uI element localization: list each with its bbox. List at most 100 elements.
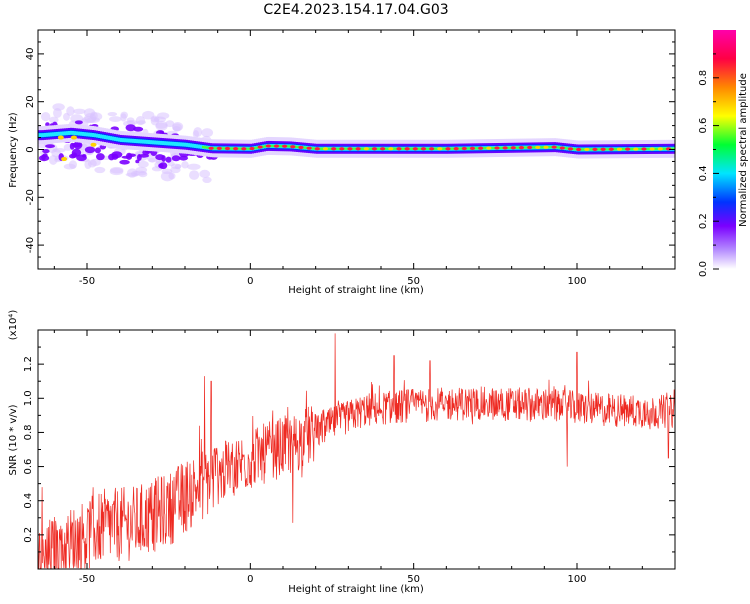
band-inner [96,133,99,138]
band-core [214,147,217,150]
y-tick-label: 0.2 [23,527,34,543]
band-inner [154,140,157,145]
band-peak [641,147,647,151]
band-core [564,146,567,150]
band-inner [126,138,129,143]
band-inner [58,131,61,136]
band-inner [44,132,47,137]
y-tick-label: 40 [25,48,36,61]
spectral-halo [109,116,122,122]
band-inner [178,142,181,147]
band-inner [42,133,45,138]
y-tick-label: 0.6 [23,459,34,475]
band-peak [551,145,557,149]
band-core [352,147,355,150]
spectrogram-x-ticks: -50 0 50 100 [53,30,676,287]
spectral-halo [130,170,140,177]
band-inner [166,141,169,146]
band-core [402,147,405,150]
band-inner [196,144,199,149]
x-tick-label: -50 [79,574,95,585]
band-inner [108,135,111,140]
band-peak [388,147,394,151]
spectral-blob [74,120,83,125]
colorbar-tick-label: 0.6 [698,118,709,134]
y-tick-label: 0.4 [23,493,34,509]
band-peak [429,147,435,151]
band-inner [38,133,41,138]
band-peak [90,142,97,147]
band-inner [104,135,107,140]
colorbar-tick-label: 0.8 [698,70,709,86]
band-peak [494,146,500,150]
band-inner [78,131,81,136]
band-core [468,147,471,150]
band-core [476,147,479,150]
band-inner [132,138,135,143]
spectrogram-panel: -50 0 50 100 -40 -20 0 20 40 Height of straight… [8,29,676,296]
spectral-halo [94,166,106,174]
band-inner [86,132,89,137]
band-inner [82,131,85,136]
spectral-blob [73,141,83,150]
spectral-blob [69,142,75,150]
band-inner [164,141,167,146]
spectral-halo [38,143,47,149]
band-peak [380,147,386,151]
band-peak [339,147,345,151]
band-inner [74,131,77,136]
band-inner [122,138,125,143]
band-core [662,147,665,151]
band-core [418,147,421,150]
band-inner [168,141,171,146]
band-peak [241,147,247,151]
spectral-blob [38,154,50,162]
band-inner [40,133,43,138]
band-core [508,146,511,150]
band-core [312,147,315,150]
band-core [558,146,561,149]
spectral-blob [111,153,119,160]
band-core [664,147,667,151]
band-peak [649,147,655,151]
spectral-halo [52,147,66,153]
band-inner [138,139,141,144]
band-peak [576,147,582,152]
y-tick-label: 1.0 [23,390,34,406]
band-core [532,146,535,149]
colorbar-ticks: 0.0 0.2 0.4 0.6 0.8 [698,53,719,277]
spectral-halo [83,108,96,118]
band-inner [92,132,95,137]
band-peak [535,145,541,149]
spectral-halo [160,171,174,182]
band-core [640,147,643,151]
band-inner [170,141,173,146]
band-inner [60,131,63,136]
band-inner [80,131,83,136]
band-core [572,147,575,151]
band-core [566,147,569,150]
spectral-blob [133,126,144,132]
spectral-halo [199,169,211,179]
band-inner [184,142,187,147]
band-core [656,147,659,151]
band-inner [118,137,121,142]
band-core [548,146,551,149]
spectral-blob [119,159,130,165]
band-core [280,144,283,148]
spectral-halo [49,116,59,124]
band-core [304,146,307,149]
band-core [362,147,365,150]
band-peak [584,147,590,152]
band-inner [112,136,115,141]
band-core [654,147,657,151]
band-inner [62,131,65,136]
band-core [484,146,487,150]
spectral-halo [109,168,124,176]
band-core [206,146,209,149]
y-tick-label: 1.2 [23,356,34,372]
band-core [474,147,477,150]
band-core [442,147,445,150]
band-inner [100,134,103,139]
